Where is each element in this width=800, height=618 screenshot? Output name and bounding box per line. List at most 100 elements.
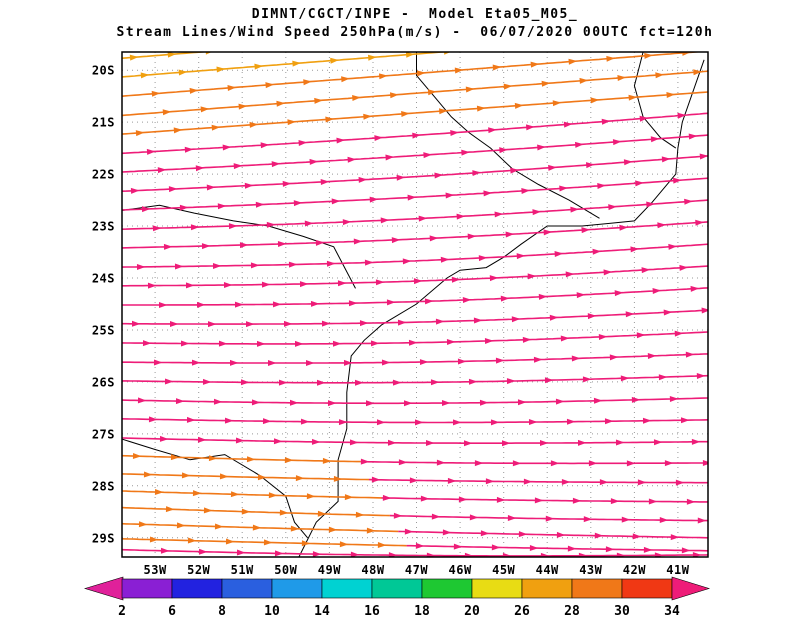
arrowhead [187, 537, 197, 544]
arrowhead [391, 237, 401, 244]
arrowhead [131, 320, 141, 327]
arrowhead [423, 152, 432, 159]
arrowhead [325, 116, 334, 123]
arrowhead [366, 527, 376, 534]
arrowhead [273, 438, 283, 445]
arrowhead [184, 146, 194, 153]
arrowhead [642, 417, 652, 424]
arrowhead [485, 478, 495, 485]
arrowhead [430, 379, 440, 386]
arrowhead [623, 159, 633, 166]
arrowhead [488, 127, 497, 134]
arrowhead [563, 121, 573, 128]
arrowhead [409, 477, 419, 484]
arrowhead [309, 158, 319, 165]
arrowhead [376, 419, 386, 426]
arrowhead [169, 320, 179, 327]
arrowhead [523, 478, 533, 485]
colorbar: 2 6 8 10 14 16 18 20 26 28 30 34 [83, 576, 711, 618]
streamline-arrows [138, 521, 680, 541]
arrowhead [427, 89, 437, 96]
colorbar-segment [121, 578, 173, 599]
arrowhead [447, 477, 457, 484]
colorbar-tick-label: 14 [314, 604, 330, 618]
arrowhead [342, 219, 352, 226]
arrowhead [195, 165, 205, 172]
arrowhead [425, 439, 435, 446]
streamline [122, 155, 708, 192]
streamline-arrows [132, 452, 708, 467]
lat-label: 24S [92, 272, 115, 286]
lat-axis-labels: 20S 21S 22S 23S 24S 25S 26S 27S 28S 29S [92, 64, 115, 546]
arrowhead [680, 417, 690, 424]
arrowhead [276, 100, 286, 107]
arrowhead [554, 251, 564, 258]
arrowhead [295, 475, 305, 482]
arrowhead [584, 18, 593, 25]
arrowhead [431, 513, 441, 520]
arrowhead [597, 182, 606, 189]
arrowhead [463, 440, 473, 447]
arrowhead [691, 438, 701, 445]
colorbar-segment [321, 578, 373, 599]
grid-lines [122, 52, 708, 557]
arrowhead [442, 529, 452, 536]
arrowhead [239, 242, 249, 249]
arrowhead [225, 538, 235, 545]
arrowhead [174, 263, 184, 270]
arrowhead [593, 397, 603, 404]
lat-label: 29S [92, 531, 115, 545]
arrowhead [552, 100, 562, 107]
arrowhead [565, 271, 575, 278]
arrowhead [180, 340, 190, 347]
arrowhead [496, 496, 506, 503]
lat-label: 28S [92, 479, 115, 493]
arrowhead [566, 418, 576, 425]
arrowhead [548, 164, 557, 171]
arrowhead [154, 488, 164, 495]
arrowhead [224, 417, 234, 424]
arrowhead [560, 335, 570, 342]
arrowhead [240, 379, 250, 386]
arrowhead [293, 200, 303, 207]
arrowhead [671, 30, 680, 37]
arrowhead [317, 510, 327, 517]
arrowhead [469, 514, 479, 521]
streamline-arrows [151, 52, 691, 97]
arrowhead [338, 419, 348, 426]
arrowhead [382, 494, 392, 501]
arrowhead [608, 204, 617, 211]
streamline [122, 309, 708, 325]
streamline [122, 454, 361, 463]
colorbar-tick-label: 2 [118, 604, 126, 618]
arrowhead [321, 320, 331, 327]
arrowhead [472, 170, 481, 177]
arrowhead [453, 543, 463, 550]
arrowhead [389, 92, 399, 99]
arrowhead [192, 490, 202, 497]
arrowhead [185, 282, 195, 289]
arrowhead [598, 333, 608, 340]
arrowhead [702, 460, 708, 467]
streamline-arrows [159, 435, 701, 447]
arrowhead [341, 76, 350, 83]
colorbar-segment [621, 578, 673, 599]
streamline-arrows [142, 330, 684, 347]
arrowhead [303, 79, 312, 86]
colorbar-right-arrow [671, 576, 711, 601]
arrowhead [512, 460, 522, 467]
arrowhead [213, 398, 223, 405]
plot-border [121, 51, 709, 558]
arrowhead [278, 379, 288, 386]
arrowhead [326, 260, 336, 267]
arrowhead [446, 338, 456, 345]
streamline-arrows [148, 416, 690, 426]
arrowhead [315, 239, 325, 246]
arrowhead [603, 269, 613, 276]
arrowhead [545, 515, 555, 522]
arrowhead [650, 136, 660, 143]
arrowhead [392, 379, 402, 386]
arrowhead [556, 531, 566, 538]
arrowhead [197, 436, 207, 443]
arrowhead [434, 172, 444, 179]
